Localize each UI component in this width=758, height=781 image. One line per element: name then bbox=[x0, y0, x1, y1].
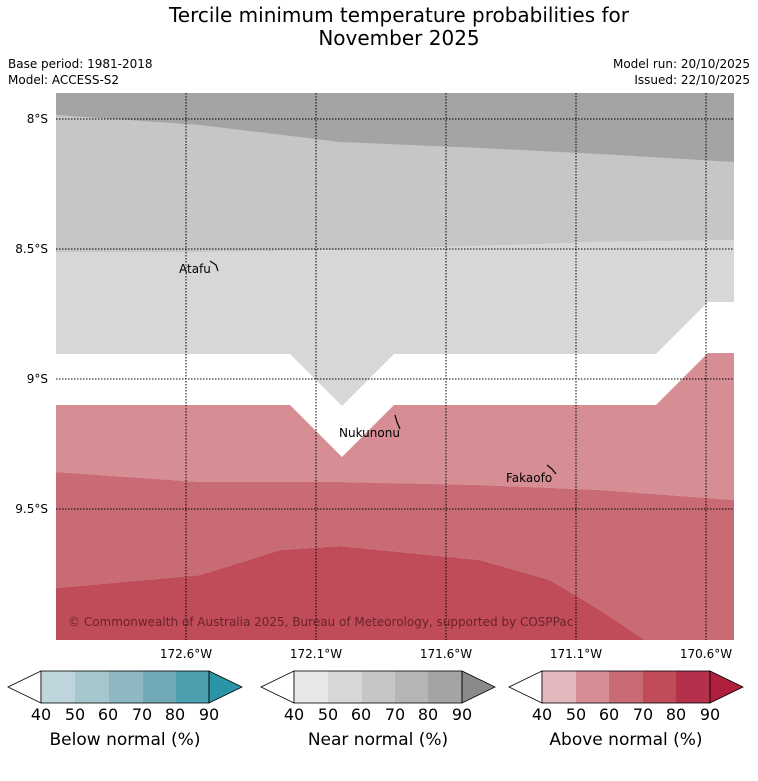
colorbar-swatch bbox=[395, 671, 428, 703]
colorbar-tick: 70 bbox=[384, 705, 406, 724]
lat-label: 9.5°S bbox=[15, 502, 48, 516]
colorbar-over-arrow bbox=[461, 670, 496, 704]
region-near-50-60 bbox=[56, 115, 734, 252]
lon-label: 172.1°W bbox=[290, 647, 342, 661]
colorbar-tick: 50 bbox=[64, 705, 86, 724]
lat-label: 9°S bbox=[27, 372, 48, 386]
colorbar-swatch bbox=[41, 671, 75, 703]
colorbar-tick: 40 bbox=[30, 705, 52, 724]
region-above-60-70 bbox=[56, 472, 734, 640]
colorbar-swatch bbox=[176, 671, 209, 703]
region-above-50-60 bbox=[56, 353, 734, 500]
colorbar-swatch bbox=[643, 671, 676, 703]
colorbar-tick: 40 bbox=[283, 705, 305, 724]
chart-title: Tercile minimum temperature probabilitie… bbox=[0, 4, 758, 50]
colorbar-tick: 90 bbox=[198, 705, 220, 724]
colorbar-tick: 50 bbox=[565, 705, 587, 724]
model-run: Model run: 20/10/2025 bbox=[612, 57, 750, 71]
title-line-2: November 2025 bbox=[318, 26, 480, 50]
colorbar-near-label: Near normal (%) bbox=[307, 730, 449, 750]
meta-left: Base period: 1981-2018 Model: ACCESS-S2 bbox=[8, 56, 153, 88]
colorbar-under-arrow bbox=[7, 670, 42, 704]
map-regions bbox=[56, 93, 734, 640]
colorbar-swatch bbox=[294, 671, 328, 703]
place-nukunonu: Nukunonu bbox=[339, 426, 400, 440]
meta-right: Model run: 20/10/2025 Issued: 22/10/2025 bbox=[613, 56, 750, 88]
colorbar-above-label: Above normal (%) bbox=[549, 730, 703, 750]
nukunonu-atoll-shape bbox=[394, 414, 401, 430]
colorbar-swatch bbox=[609, 671, 643, 703]
colorbar-tick: 90 bbox=[699, 705, 721, 724]
place-fakaofo: Fakaofo bbox=[506, 471, 552, 485]
colorbar-below bbox=[7, 670, 243, 704]
colorbar-swatch bbox=[109, 671, 143, 703]
colorbar-tick: 70 bbox=[632, 705, 654, 724]
colorbar-tick: 60 bbox=[598, 705, 620, 724]
colorbar-over-arrow bbox=[208, 670, 243, 704]
colorbar-tick: 60 bbox=[97, 705, 119, 724]
colorbar-over-arrow bbox=[709, 670, 744, 704]
colorbar-tick: 60 bbox=[350, 705, 372, 724]
title-line-1: Tercile minimum temperature probabilitie… bbox=[168, 3, 630, 27]
lat-label: 8.5°S bbox=[15, 242, 48, 256]
fakaofo-atoll-shape bbox=[546, 464, 557, 475]
colorbar-near bbox=[260, 670, 496, 704]
region-above-70-80 bbox=[56, 546, 645, 640]
lat-label: 8°S bbox=[27, 112, 48, 126]
places: Atafu Nukunonu Fakaofo bbox=[179, 260, 557, 485]
colorbar-swatch bbox=[542, 671, 576, 703]
colorbar-tick: 80 bbox=[665, 705, 687, 724]
lon-label: 170.6°W bbox=[680, 647, 732, 661]
colorbar-tick: 80 bbox=[164, 705, 186, 724]
colorbar-swatch bbox=[362, 671, 395, 703]
colorbar-swatch bbox=[143, 671, 176, 703]
base-period: Base period: 1981-2018 bbox=[8, 57, 153, 71]
colorbar-above bbox=[508, 670, 744, 704]
atafu-atoll-shape bbox=[209, 260, 219, 272]
copyright-notice: © Commonwealth of Australia 2025, Bureau… bbox=[68, 615, 573, 629]
colorbar-tick: 80 bbox=[417, 705, 439, 724]
colorbar-below-label: Below normal (%) bbox=[49, 730, 201, 750]
region-near-40-50 bbox=[56, 240, 734, 406]
place-atafu: Atafu bbox=[179, 262, 211, 276]
colorbar-swatch bbox=[75, 671, 109, 703]
lon-label: 171.1°W bbox=[550, 647, 602, 661]
colorbar-swatch bbox=[328, 671, 362, 703]
lon-label: 171.6°W bbox=[420, 647, 472, 661]
colorbar-tick: 40 bbox=[531, 705, 553, 724]
grid-lines bbox=[56, 93, 734, 640]
colorbar-tick: 90 bbox=[451, 705, 473, 724]
colorbar-tick: 70 bbox=[131, 705, 153, 724]
issued-date: Issued: 22/10/2025 bbox=[634, 73, 750, 87]
colorbar-swatch bbox=[428, 671, 462, 703]
colorbar-tick: 50 bbox=[317, 705, 339, 724]
model-name: Model: ACCESS-S2 bbox=[8, 73, 120, 87]
colorbar-under-arrow bbox=[508, 670, 543, 704]
colorbar-swatch bbox=[576, 671, 609, 703]
colorbar-under-arrow bbox=[260, 670, 295, 704]
lon-label: 172.6°W bbox=[160, 647, 212, 661]
colorbar-swatch bbox=[676, 671, 710, 703]
